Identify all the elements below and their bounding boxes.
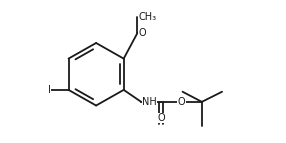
Text: CH₃: CH₃ <box>138 12 156 22</box>
Text: O: O <box>178 97 185 107</box>
Text: O: O <box>138 28 146 38</box>
Text: I: I <box>48 85 51 95</box>
Text: NH: NH <box>142 97 157 107</box>
Text: O: O <box>158 113 165 123</box>
